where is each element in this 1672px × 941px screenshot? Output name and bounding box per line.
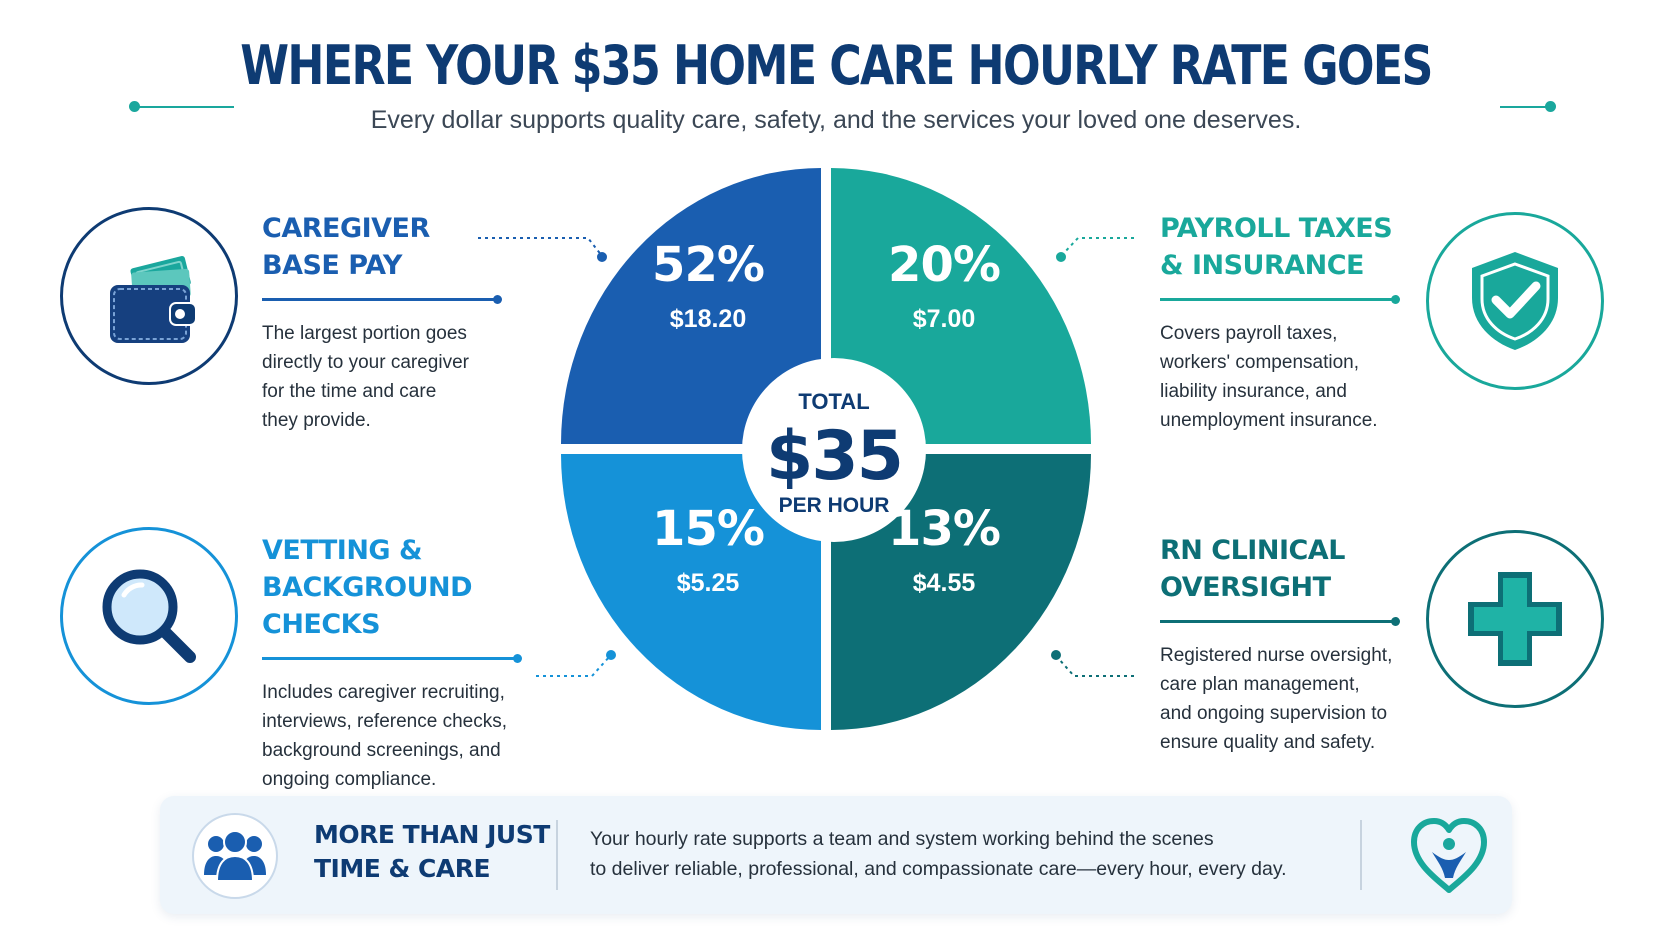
caregiver-title: CAREGIVER BASE PAY bbox=[262, 213, 430, 281]
pie-slice-top-left bbox=[561, 168, 821, 444]
shield-check-icon bbox=[1472, 252, 1558, 350]
pie-slice-bottom-right bbox=[831, 454, 1091, 730]
team-icon bbox=[204, 830, 266, 882]
pie-percent-label-bottom-left: 15% bbox=[652, 501, 764, 557]
rn-description: Registered nurse oversight, care plan ma… bbox=[1160, 645, 1393, 753]
caregiver-rule bbox=[262, 295, 502, 304]
footer-icon-circle bbox=[192, 813, 278, 899]
page-title: WHERE YOUR $35 HOME CARE HOURLY RATE GOE… bbox=[240, 34, 1433, 97]
caregiver-block: CAREGIVER BASE PAY The largest portion g… bbox=[262, 210, 562, 435]
pie-amount-label-bottom-right: $4.55 bbox=[913, 569, 976, 597]
pie-percent-label-bottom-right: 13% bbox=[888, 501, 1000, 557]
payroll-description: Covers payroll taxes, workers' compensat… bbox=[1160, 323, 1378, 431]
pie-amount-label-top-left: $18.20 bbox=[670, 305, 746, 333]
vetting-description: Includes caregiver recruiting, interview… bbox=[262, 682, 507, 790]
vetting-block: VETTING & BACKGROUND CHECKS Includes car… bbox=[262, 532, 592, 794]
medical-cross-icon bbox=[1468, 572, 1562, 666]
footer-text: Your hourly rate supports a team and sys… bbox=[590, 828, 1287, 880]
rn-icon-circle bbox=[1426, 530, 1604, 708]
title-dot-right bbox=[1545, 101, 1556, 112]
title-line-right bbox=[1500, 106, 1550, 108]
center-badge bbox=[742, 358, 926, 542]
heart-person-icon bbox=[1411, 818, 1487, 893]
vetting-title: VETTING & BACKGROUND CHECKS bbox=[262, 535, 473, 640]
payroll-rule bbox=[1160, 295, 1400, 304]
rn-title: RN CLINICAL OVERSIGHT bbox=[1160, 535, 1345, 603]
pie-amount-label-top-right: $7.00 bbox=[913, 305, 976, 333]
pie-amount-label-bottom-left: $5.25 bbox=[677, 569, 740, 597]
page-subtitle: Every dollar supports quality care, safe… bbox=[370, 106, 1302, 134]
rn-rule bbox=[1160, 617, 1400, 626]
payroll-block: PAYROLL TAXES & INSURANCE Covers payroll… bbox=[1160, 210, 1460, 435]
wallet-icon bbox=[110, 256, 197, 343]
magnifier-icon bbox=[102, 569, 196, 663]
title-line-left bbox=[130, 106, 234, 108]
center-top-label: TOTAL bbox=[798, 389, 869, 414]
center-value: $35 bbox=[766, 417, 902, 496]
payroll-title: PAYROLL TAXES & INSURANCE bbox=[1160, 213, 1393, 281]
footer-title: MORE THAN JUST TIME & CARE bbox=[314, 820, 550, 883]
center-bottom-label: PER HOUR bbox=[779, 494, 890, 517]
caregiver-icon-circle bbox=[60, 207, 238, 385]
pie-slice-bottom-left bbox=[561, 454, 821, 730]
footer-separator-left bbox=[556, 820, 558, 890]
pie-percent-label-top-left: 52% bbox=[652, 237, 764, 293]
footer-separator-right bbox=[1360, 820, 1362, 890]
payroll-icon-circle bbox=[1426, 212, 1604, 390]
vetting-rule bbox=[262, 654, 522, 663]
caregiver-description: The largest portion goes directly to you… bbox=[262, 323, 469, 431]
pie-slice-top-right bbox=[831, 168, 1091, 444]
pie-percent-label-top-right: 20% bbox=[888, 237, 1000, 293]
title-dot-left bbox=[129, 101, 140, 112]
rn-block: RN CLINICAL OVERSIGHT Registered nurse o… bbox=[1160, 532, 1460, 757]
footer-panel: MORE THAN JUST TIME & CARE Your hourly r… bbox=[160, 796, 1512, 914]
vetting-icon-circle bbox=[60, 527, 238, 705]
